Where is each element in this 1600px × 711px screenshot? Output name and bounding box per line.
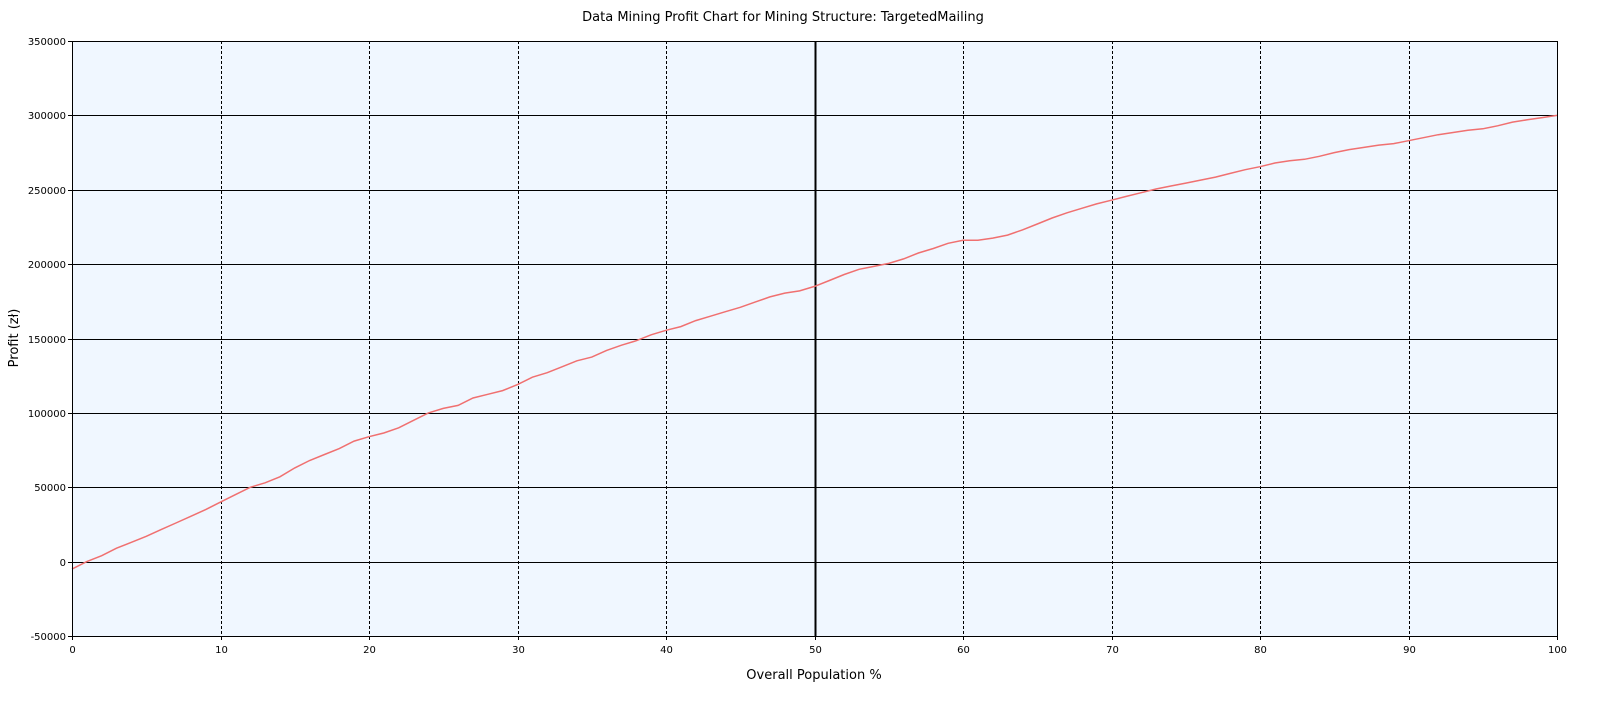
- profit-series-line: [71, 114, 1558, 570]
- y-tick-label: 250000: [28, 186, 66, 197]
- y-tick-label: -50000: [31, 632, 66, 643]
- x-tick-label: 0: [69, 645, 75, 656]
- y-axis-label: Profit (zł): [7, 309, 22, 368]
- x-tick-label: 70: [1106, 645, 1119, 656]
- y-tick-label: 200000: [28, 260, 66, 271]
- y-tick-label: 0: [60, 558, 66, 569]
- x-tick-label: 20: [363, 645, 376, 656]
- chart-title: Data Mining Profit Chart for Mining Stru…: [582, 10, 984, 25]
- y-tick-label: 350000: [28, 37, 66, 48]
- x-tick-label: 40: [660, 645, 673, 656]
- x-tick-label: 90: [1403, 645, 1416, 656]
- x-tick-label: 100: [1548, 645, 1567, 656]
- x-tick-label: 80: [1254, 645, 1267, 656]
- x-tick-label: 30: [512, 645, 525, 656]
- x-axis-label: Overall Population %: [746, 668, 881, 683]
- y-axis-ticks: -50000 0 50000 100000 150000 200000 250000 3000…: [28, 37, 72, 643]
- y-tick-label: 300000: [28, 111, 66, 122]
- x-tick-label: 60: [957, 645, 970, 656]
- x-tick-label: 10: [215, 645, 228, 656]
- y-tick-label: 100000: [28, 409, 66, 420]
- y-tick-label: 150000: [28, 335, 66, 346]
- y-tick-label: 50000: [34, 483, 66, 494]
- x-axis-ticks: 0 10 20 30 40 50 60 70 80 90 100: [69, 636, 1567, 656]
- x-tick-label: 50: [809, 645, 822, 656]
